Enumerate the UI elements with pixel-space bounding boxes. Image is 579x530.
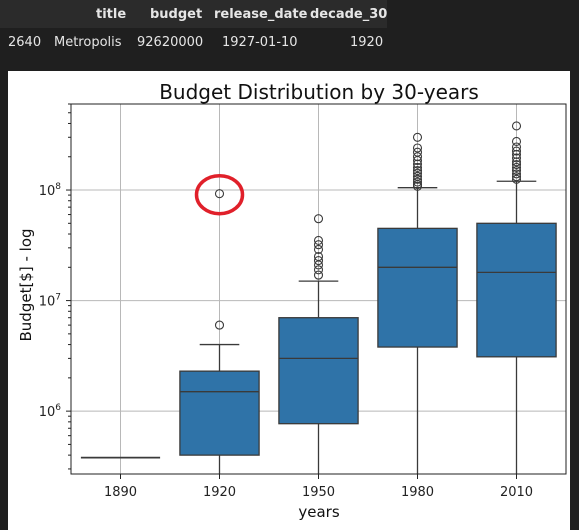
table-cell-budget: 92620000 (137, 35, 203, 50)
box-1920 (180, 371, 259, 455)
table-header-decade-30: decade_30 (310, 7, 387, 22)
y-axis-label: Budget[$] - log (17, 228, 35, 341)
table-header-title: title (96, 7, 126, 22)
table-cell-index: 2640 (8, 35, 41, 50)
table-header-release-date: release_date (214, 7, 307, 22)
x-tick-label: 2010 (500, 485, 533, 500)
table-header-row: title budget release_date decade_30 (0, 0, 387, 28)
x-tick-label: 1950 (302, 485, 335, 500)
box-1980 (378, 228, 457, 347)
y-tick-label: 107 (39, 293, 61, 310)
table-cell-decade-30: 1920 (350, 35, 383, 50)
box-2010 (477, 223, 556, 357)
chart-title: Budget Distribution by 30-years (159, 80, 479, 104)
x-tick-label: 1920 (203, 485, 236, 500)
y-tick-label: 108 (39, 182, 62, 199)
x-tick-label: 1980 (401, 485, 434, 500)
x-axis-label: years (298, 503, 339, 521)
dataframe-table: title budget release_date decade_30 2640… (0, 0, 387, 56)
box-1950 (279, 318, 358, 424)
chart-panel: Budget Distribution by 30-years years Bu… (8, 71, 570, 530)
table-cell-release-date: 1927-01-10 (222, 35, 298, 50)
x-tick-label: 1890 (104, 485, 137, 500)
table-row: 2640 Metropolis 92620000 1927-01-10 1920 (0, 28, 387, 56)
table-cell-title: Metropolis (54, 35, 122, 50)
box-plot-chart: Budget Distribution by 30-years years Bu… (8, 71, 570, 530)
y-tick-label: 106 (39, 403, 62, 420)
table-header-budget: budget (150, 7, 202, 22)
